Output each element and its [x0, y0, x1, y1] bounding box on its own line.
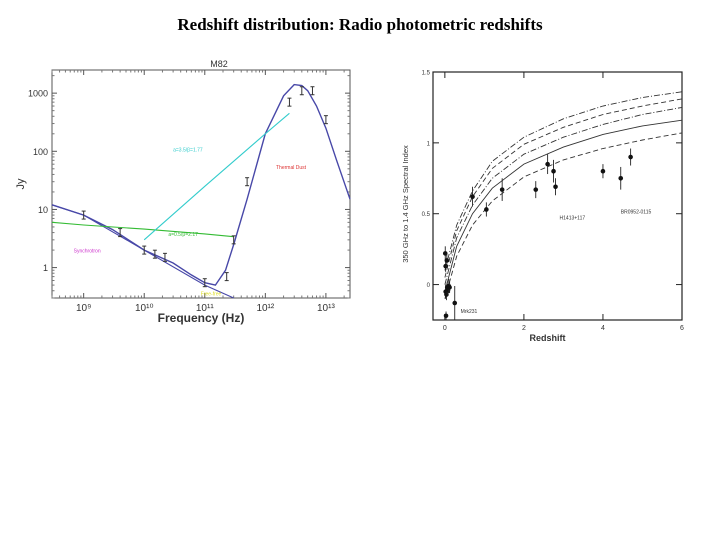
y-tick-label: 1	[43, 263, 48, 273]
x-tick-label: 6	[680, 325, 684, 332]
series-line-thermal-dust	[143, 112, 290, 241]
annotation-dust-fit: a=3.5/β=1.77	[173, 147, 203, 153]
plot-frame	[51, 69, 351, 299]
chart-title: M82	[210, 59, 228, 69]
annotation-mrk231: Mrk231	[461, 309, 478, 315]
x-tick-label: 10¹¹	[196, 303, 214, 314]
data-point	[447, 285, 452, 290]
x-tick-label: 10¹³	[317, 303, 335, 314]
annotation-thermal-dust: Thermal Dust	[276, 165, 307, 171]
data-point	[484, 207, 489, 212]
data-point	[470, 194, 475, 200]
x-tick-label: 10¹⁰	[135, 303, 153, 314]
y-tick-label: 10	[38, 205, 48, 215]
model-curve-0	[444, 91, 683, 271]
model-curve-3	[444, 119, 683, 292]
y-tick-label: 0	[427, 283, 431, 289]
y-axis-label: Jy	[15, 178, 27, 190]
annotation-br0952: BR0952-0115	[621, 210, 652, 216]
data-point	[499, 187, 505, 192]
data-point	[443, 313, 449, 319]
series-line-model	[51, 83, 351, 286]
y-tick-label: 1.5	[422, 71, 431, 77]
plot-frame	[432, 71, 683, 321]
data-point	[545, 161, 550, 167]
data-point	[444, 258, 450, 263]
x-tick-label: 2	[522, 325, 526, 332]
x-axis-label: Redshift	[530, 333, 566, 343]
data-point	[533, 187, 539, 192]
data-point	[618, 175, 624, 181]
y-tick-label: 1	[427, 141, 431, 147]
y-axis-label: 350 GHz to 1.4 GHz Spectral Index	[401, 145, 410, 263]
annotation-free-free-fit: a=0.5/β=2.17	[168, 232, 198, 238]
annotation-h1413: H1413+117	[560, 215, 586, 221]
x-tick-label: 10⁹	[76, 303, 91, 314]
series-line-free-free	[51, 221, 234, 238]
data-point	[553, 184, 558, 190]
page-title: Redshift distribution: Radio photometric…	[177, 15, 543, 34]
data-point	[628, 154, 633, 160]
annotation-synchrotron: Synchrotron	[74, 249, 101, 255]
data-point	[452, 300, 458, 306]
model-curve-2	[444, 106, 683, 285]
x-axis-label: Frequency (Hz)	[158, 311, 245, 325]
x-tick-label: 0	[443, 325, 447, 332]
x-tick-label: 10¹²	[256, 303, 274, 314]
x-tick-label: 4	[601, 325, 605, 332]
annotation-free-free: Free-free	[201, 292, 222, 298]
data-point	[600, 168, 606, 174]
data-point	[551, 168, 556, 174]
model-curve-1	[444, 98, 683, 278]
sed-chart: M82 10⁹ 10¹⁰ 10¹¹ 10¹² 10¹³ 1 10 100 1000 Frequenc…	[15, 59, 351, 325]
y-tick-label: 1000	[28, 89, 48, 99]
spectral-index-chart: 0 2 4 6 0 0.5 1 1.5 Redshift 350 GHz to 1.4 GHz S…	[401, 71, 684, 344]
y-tick-label: 100	[33, 147, 48, 157]
y-tick-label: 0.5	[422, 212, 431, 218]
